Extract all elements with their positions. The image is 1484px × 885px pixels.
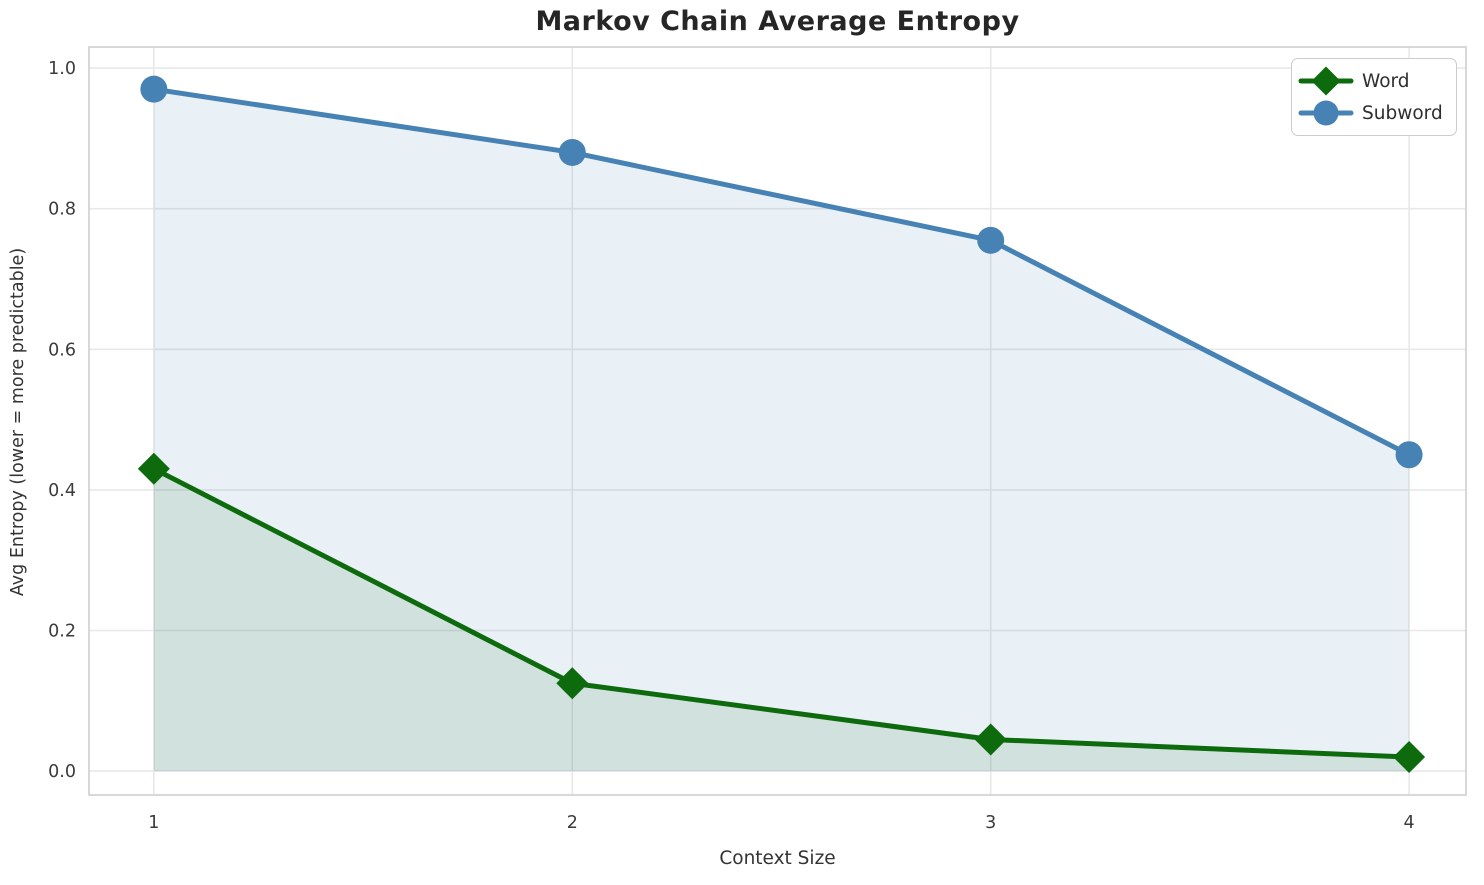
marker-subword-4 bbox=[1395, 441, 1423, 469]
x-tick-label: 4 bbox=[1404, 813, 1415, 833]
y-tick-label: 0.8 bbox=[48, 200, 76, 220]
area-fill-subword bbox=[153, 89, 1410, 772]
marker-subword-3 bbox=[977, 226, 1005, 254]
legend-label: Word bbox=[1362, 70, 1410, 92]
area-fill-word bbox=[153, 468, 1410, 772]
y-axis-label: Avg Entropy (lower = more predictable) bbox=[8, 247, 28, 597]
x-tick-label: 1 bbox=[148, 813, 159, 833]
series-line-word bbox=[151, 466, 1412, 760]
x-axis-label: Context Size bbox=[719, 848, 836, 869]
y-tick-label: 0.6 bbox=[48, 340, 76, 360]
y-tick-label: 0.4 bbox=[48, 481, 76, 501]
x-tick-label: 2 bbox=[567, 813, 578, 833]
plot-border bbox=[88, 46, 1467, 796]
marker-subword-2 bbox=[558, 138, 586, 166]
legend: Word Subword bbox=[1291, 58, 1457, 136]
marker-subword-1 bbox=[140, 75, 168, 103]
marker-word-4 bbox=[1393, 741, 1426, 774]
legend-item-subword: Subword bbox=[1298, 98, 1446, 128]
x-tick-label: 3 bbox=[985, 813, 996, 833]
y-tick-label: 0.2 bbox=[48, 621, 76, 641]
y-tick-label: 0.0 bbox=[48, 762, 76, 782]
series-line-subword bbox=[151, 86, 1412, 458]
legend-label: Subword bbox=[1362, 102, 1443, 124]
marker-word-2 bbox=[556, 667, 589, 700]
chart-title: Markov Chain Average Entropy bbox=[535, 6, 1020, 37]
legend-item-word: Word bbox=[1298, 66, 1446, 96]
y-tick-label: 1.0 bbox=[48, 59, 76, 79]
marker-word-3 bbox=[974, 723, 1007, 756]
circle-marker-icon bbox=[1298, 100, 1354, 126]
marker-word-1 bbox=[137, 452, 170, 485]
diamond-marker-icon bbox=[1298, 66, 1354, 96]
